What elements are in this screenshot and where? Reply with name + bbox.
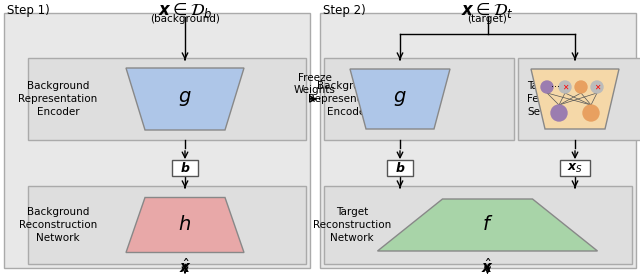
Text: Target
Reconstruction
Network: Target Reconstruction Network: [313, 207, 391, 243]
Text: $f$: $f$: [482, 215, 493, 235]
Text: Background
Reconstruction
Network: Background Reconstruction Network: [19, 207, 97, 243]
Circle shape: [583, 105, 599, 121]
Text: $g$: $g$: [393, 90, 407, 108]
Polygon shape: [531, 69, 619, 129]
Bar: [172, 160, 198, 176]
Text: Step 2): Step 2): [323, 4, 365, 17]
Bar: [324, 186, 632, 264]
Bar: [320, 13, 636, 268]
Bar: [324, 58, 514, 140]
Text: Freeze
Weights: Freeze Weights: [294, 73, 336, 95]
Bar: [518, 58, 640, 140]
Polygon shape: [350, 69, 450, 129]
Text: Step 1): Step 1): [7, 4, 50, 17]
Circle shape: [575, 81, 587, 93]
Bar: [28, 58, 306, 140]
Text: ✕: ✕: [562, 83, 568, 91]
Polygon shape: [378, 199, 598, 251]
Circle shape: [559, 81, 571, 93]
Polygon shape: [126, 68, 244, 130]
Text: (background): (background): [150, 14, 220, 24]
Bar: [4, 13, 310, 268]
Text: $\boldsymbol{x} \in \mathcal{D}_t$: $\boldsymbol{x} \in \mathcal{D}_t$: [461, 1, 514, 20]
Text: Background
Representation
Encoder: Background Representation Encoder: [19, 81, 98, 117]
Text: Target
Feature
Selector: Target Feature Selector: [527, 81, 570, 117]
Bar: [28, 186, 306, 264]
Bar: [560, 160, 590, 176]
Bar: [387, 160, 413, 176]
Text: $\boldsymbol{x}_S$: $\boldsymbol{x}_S$: [567, 162, 583, 175]
Text: ✕: ✕: [594, 83, 600, 91]
Text: ···: ···: [552, 82, 561, 92]
Circle shape: [551, 105, 567, 121]
Text: $\hat{\boldsymbol{x}}$: $\hat{\boldsymbol{x}}$: [179, 257, 191, 276]
Text: (target): (target): [468, 14, 508, 24]
Text: $\boldsymbol{x} \in \mathcal{D}_b$: $\boldsymbol{x} \in \mathcal{D}_b$: [157, 1, 212, 20]
Circle shape: [591, 81, 603, 93]
Text: Background
Representation
Encoder: Background Representation Encoder: [308, 81, 388, 117]
Circle shape: [541, 81, 553, 93]
Text: $\boldsymbol{b}$: $\boldsymbol{b}$: [180, 161, 190, 175]
Text: $\boldsymbol{b}$: $\boldsymbol{b}$: [395, 161, 405, 175]
Text: $h$: $h$: [179, 215, 191, 235]
Text: $\hat{\boldsymbol{x}}$: $\hat{\boldsymbol{x}}$: [481, 257, 494, 276]
Text: $g$: $g$: [178, 90, 192, 108]
Polygon shape: [126, 197, 244, 252]
